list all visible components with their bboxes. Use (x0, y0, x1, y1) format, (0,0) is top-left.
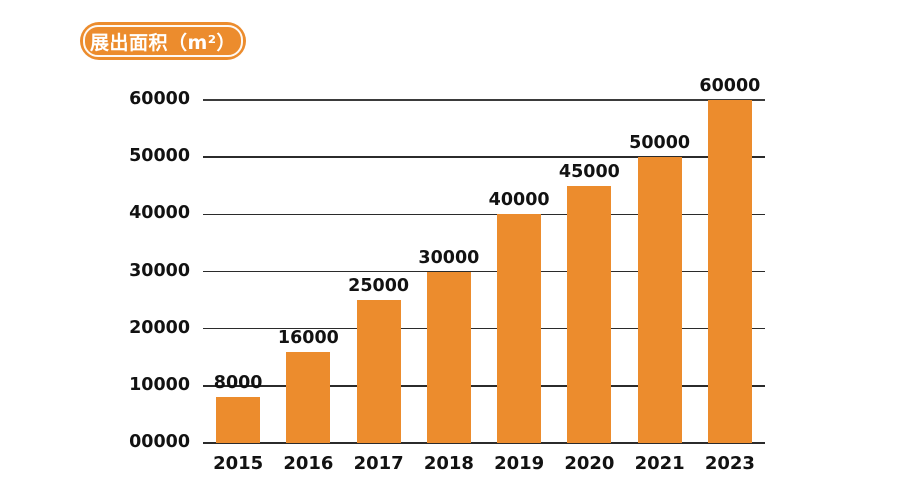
bar-value-label: 30000 (418, 247, 480, 268)
gridline (203, 327, 765, 330)
bar (426, 271, 471, 443)
y-tick-label: 20000 (129, 317, 190, 338)
gridline (203, 156, 765, 158)
x-tick-label: 2018 (423, 453, 474, 474)
bar (707, 100, 752, 443)
y-tick-label: 10000 (129, 374, 190, 395)
bar-value-label: 25000 (348, 276, 410, 297)
y-tick-label: 30000 (129, 260, 190, 281)
bar-value-label: 16000 (277, 327, 339, 348)
gridline (203, 385, 765, 387)
gridline (203, 442, 765, 444)
bar (567, 185, 612, 443)
x-tick-label: 2015 (213, 453, 264, 474)
bar (216, 397, 261, 443)
chart-title: 展出面积（m²） (89, 31, 237, 54)
y-tick-label: 50000 (129, 146, 190, 167)
bar-value-label: 8000 (213, 373, 263, 394)
x-tick-label: 2021 (634, 453, 685, 474)
y-tick-label: 40000 (129, 203, 190, 224)
x-tick-label: 2019 (494, 453, 545, 474)
bar-value-label: 50000 (629, 133, 691, 154)
bar (497, 214, 542, 443)
gridline (203, 98, 765, 102)
x-tick-label: 2020 (564, 453, 615, 474)
x-tick-label: 2017 (353, 453, 404, 474)
bar (356, 300, 401, 443)
bar (637, 157, 682, 443)
x-tick-label: 2016 (283, 453, 334, 474)
bar-value-label: 40000 (488, 190, 550, 211)
bar-value-label: 60000 (699, 76, 761, 96)
y-tick-label: 60000 (129, 89, 190, 109)
y-tick-label: 00000 (129, 432, 190, 452)
bar (286, 351, 331, 443)
gridline (203, 213, 765, 216)
gridline (203, 270, 765, 273)
x-tick-label: 2023 (704, 453, 755, 474)
bar-value-label: 45000 (558, 161, 620, 182)
